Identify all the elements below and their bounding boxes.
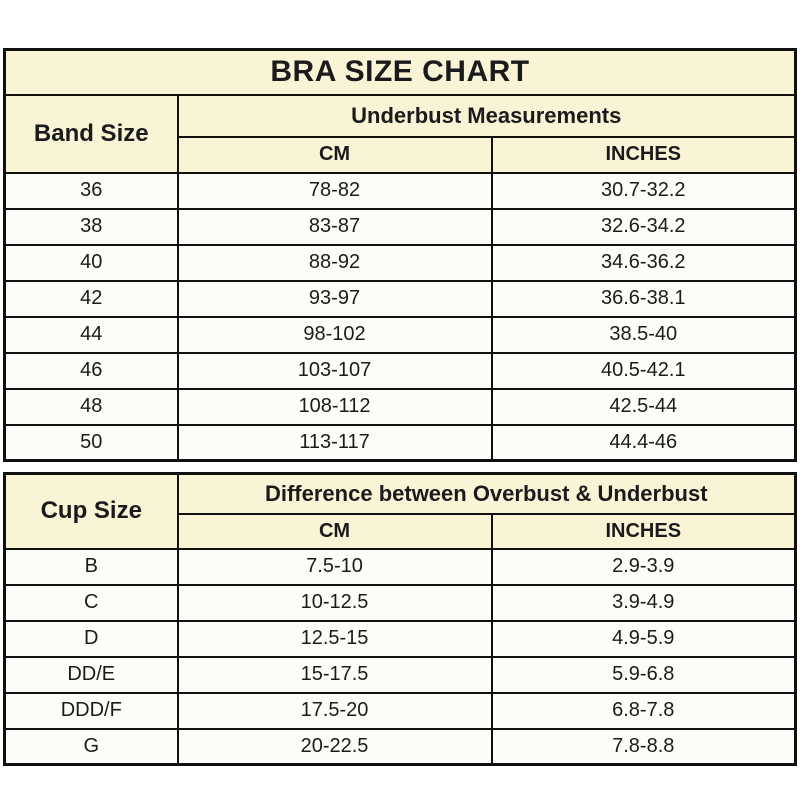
band-row: 38 83-87 32.6-34.2 xyxy=(3,207,797,246)
band-cm-range: 83-87 xyxy=(176,207,493,246)
cup-value: B xyxy=(3,547,179,586)
cup-inches-range: 7.8-8.8 xyxy=(490,727,797,766)
page-title: BRA SIZE CHART xyxy=(3,48,797,96)
band-row: 48 108-112 42.5-44 xyxy=(3,387,797,426)
band-size-table: BRA SIZE CHART Band Size Underbust Measu… xyxy=(3,48,797,462)
cup-row: DD/E 15-17.5 5.9-6.8 xyxy=(3,655,797,694)
cup-cm-range: 7.5-10 xyxy=(176,547,493,586)
band-value: 40 xyxy=(3,243,179,282)
cup-row: B 7.5-10 2.9-3.9 xyxy=(3,547,797,586)
cup-inches-range: 5.9-6.8 xyxy=(490,655,797,694)
band-value: 48 xyxy=(3,387,179,426)
cup-value: DDD/F xyxy=(3,691,179,730)
cup-row: C 10-12.5 3.9-4.9 xyxy=(3,583,797,622)
band-cm-range: 108-112 xyxy=(176,387,493,426)
band-inches-range: 30.7-32.2 xyxy=(490,171,797,210)
band-value: 46 xyxy=(3,351,179,390)
cup-cm-range: 10-12.5 xyxy=(176,583,493,622)
band-inches-range: 34.6-36.2 xyxy=(490,243,797,282)
cup-inches-column-header: INCHES xyxy=(490,512,797,550)
cup-cm-range: 20-22.5 xyxy=(176,727,493,766)
cup-value: G xyxy=(3,727,179,766)
band-row: 46 103-107 40.5-42.1 xyxy=(3,351,797,390)
band-cm-range: 98-102 xyxy=(176,315,493,354)
cup-value: C xyxy=(3,583,179,622)
band-value: 44 xyxy=(3,315,179,354)
cup-value: D xyxy=(3,619,179,658)
difference-group-header: Difference between Overbust & Underbust xyxy=(176,472,797,515)
cup-value: DD/E xyxy=(3,655,179,694)
cup-cm-range: 17.5-20 xyxy=(176,691,493,730)
cup-cm-range: 15-17.5 xyxy=(176,655,493,694)
band-value: 50 xyxy=(3,423,179,462)
band-inches-column-header: INCHES xyxy=(490,135,797,174)
band-value: 38 xyxy=(3,207,179,246)
cup-cm-column-header: CM xyxy=(176,512,493,550)
band-row: 36 78-82 30.7-32.2 xyxy=(3,171,797,210)
band-cm-range: 103-107 xyxy=(176,351,493,390)
band-row: 50 113-117 44.4-46 xyxy=(3,423,797,462)
band-row: 44 98-102 38.5-40 xyxy=(3,315,797,354)
underbust-group-header: Underbust Measurements xyxy=(176,93,797,138)
cup-inches-range: 6.8-7.8 xyxy=(490,691,797,730)
cup-row: G 20-22.5 7.8-8.8 xyxy=(3,727,797,766)
band-inches-range: 32.6-34.2 xyxy=(490,207,797,246)
cup-size-header: Cup Size xyxy=(3,472,179,550)
band-inches-range: 38.5-40 xyxy=(490,315,797,354)
band-cm-range: 78-82 xyxy=(176,171,493,210)
band-inches-range: 40.5-42.1 xyxy=(490,351,797,390)
band-row: 42 93-97 36.6-38.1 xyxy=(3,279,797,318)
band-inches-range: 42.5-44 xyxy=(490,387,797,426)
cup-inches-range: 3.9-4.9 xyxy=(490,583,797,622)
cup-size-table: Cup Size Difference between Overbust & U… xyxy=(3,472,798,766)
band-cm-column-header: CM xyxy=(176,135,493,174)
cup-row: DDD/F 17.5-20 6.8-7.8 xyxy=(3,691,797,730)
band-size-header: Band Size xyxy=(3,93,179,174)
cup-cm-range: 12.5-15 xyxy=(176,619,493,658)
cup-inches-range: 2.9-3.9 xyxy=(490,547,797,586)
band-inches-range: 44.4-46 xyxy=(490,423,797,462)
band-cm-range: 93-97 xyxy=(176,279,493,318)
band-value: 36 xyxy=(3,171,179,210)
cup-inches-range: 4.9-5.9 xyxy=(490,619,797,658)
band-row: 40 88-92 34.6-36.2 xyxy=(3,243,797,282)
band-cm-range: 113-117 xyxy=(176,423,493,462)
band-cm-range: 88-92 xyxy=(176,243,493,282)
cup-row: D 12.5-15 4.9-5.9 xyxy=(3,619,797,658)
band-value: 42 xyxy=(3,279,179,318)
band-inches-range: 36.6-38.1 xyxy=(490,279,797,318)
